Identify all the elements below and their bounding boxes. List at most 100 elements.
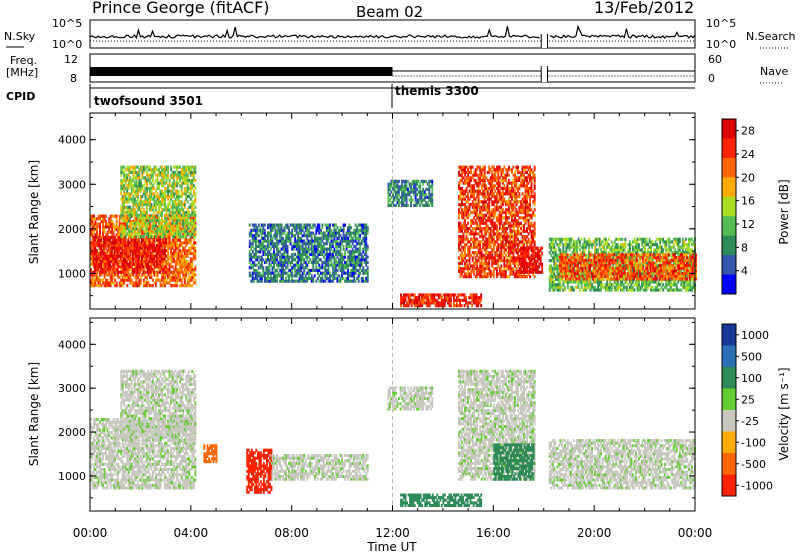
heatmap-cell <box>143 260 146 264</box>
heatmap-cell <box>164 238 166 242</box>
heatmap-cell <box>121 200 124 204</box>
heatmap-cell <box>176 246 179 250</box>
heatmap-cell <box>163 241 166 245</box>
heatmap-cell <box>268 239 271 243</box>
heatmap-cell <box>124 200 127 204</box>
heatmap-cell <box>464 203 466 207</box>
heatmap-cell <box>158 232 160 236</box>
heatmap-cell <box>164 278 166 282</box>
heatmap-cell <box>271 252 274 256</box>
heatmap-cell <box>173 178 176 182</box>
heatmap-cell <box>267 236 269 240</box>
heatmap-cell <box>134 238 137 242</box>
heatmap-cell <box>280 239 283 243</box>
heatmap-cell <box>113 244 116 248</box>
heatmap-cell <box>90 254 92 258</box>
heatmap-cell <box>165 241 167 245</box>
heatmap-cell <box>153 260 155 264</box>
heatmap-cell <box>91 233 94 237</box>
heatmap-cell <box>108 227 111 231</box>
heatmap-cell <box>467 237 469 241</box>
heatmap-cell <box>180 257 183 261</box>
heatmap-cell <box>473 192 476 196</box>
heatmap-cell <box>171 238 174 242</box>
heatmap-cell <box>470 170 472 174</box>
heatmap-cell <box>467 269 469 273</box>
heatmap-cell <box>165 238 167 242</box>
heatmap-cell <box>366 268 369 272</box>
heatmap-cell <box>94 257 96 261</box>
heatmap-cell <box>174 227 177 231</box>
heatmap-cell <box>132 260 135 264</box>
heatmap-cell <box>94 219 97 223</box>
heatmap-cell <box>171 227 174 231</box>
heatmap-cell <box>186 262 189 266</box>
nave-tick-top: 60 <box>708 53 722 66</box>
heatmap-cell <box>152 224 154 228</box>
heatmap-cell <box>144 219 147 223</box>
heatmap-cell <box>131 257 134 261</box>
heatmap-cell <box>104 246 107 250</box>
heatmap-cell <box>251 250 254 254</box>
heatmap-cell <box>141 235 144 239</box>
heatmap-cell <box>115 219 118 223</box>
heatmap-cell <box>112 262 115 266</box>
heatmap-cell <box>133 221 136 225</box>
heatmap-cell <box>127 249 130 253</box>
heatmap-cell <box>153 165 156 169</box>
heatmap-cell <box>194 197 197 201</box>
heatmap-cell <box>129 178 132 182</box>
heatmap-cell <box>164 229 166 233</box>
heatmap-cell <box>259 266 262 270</box>
heatmap-cell <box>136 176 139 180</box>
heatmap-cell <box>194 205 197 209</box>
heatmap-cell <box>115 222 118 226</box>
heatmap-cell <box>144 203 147 207</box>
heatmap-cell <box>167 260 169 264</box>
heatmap-cell <box>153 205 156 209</box>
heatmap-cell <box>132 178 135 182</box>
heatmap-cell <box>273 252 275 256</box>
heatmap-cell <box>189 238 192 242</box>
heatmap-cell <box>133 244 136 248</box>
heatmap-cell <box>136 229 139 233</box>
heatmap-cell <box>119 238 122 242</box>
heatmap-cell <box>157 246 160 250</box>
heatmap-cell <box>97 284 100 288</box>
heatmap-cell <box>277 274 280 278</box>
heatmap-cell <box>182 262 185 266</box>
heatmap-cell <box>162 260 165 264</box>
heatmap-cell <box>93 238 95 242</box>
heatmap-cell <box>171 244 174 248</box>
heatmap-cell <box>176 232 179 236</box>
heatmap-cell <box>476 261 479 265</box>
heatmap-cell <box>94 254 96 258</box>
heatmap-cell <box>146 165 148 169</box>
heatmap-cell <box>362 266 365 270</box>
heatmap-cell <box>267 252 269 256</box>
heatmap-cell <box>170 244 173 248</box>
heatmap-cell <box>256 228 259 232</box>
heatmap-cell <box>282 260 284 264</box>
heatmap-cell <box>94 241 97 245</box>
heatmap-cell <box>141 173 144 177</box>
heatmap-cell <box>188 278 191 282</box>
heatmap-cell <box>123 186 126 190</box>
heatmap-cell <box>124 195 127 199</box>
heatmap-cell <box>170 168 173 172</box>
heatmap-cell <box>136 213 139 217</box>
heatmap-cell <box>101 252 104 256</box>
heatmap-cell <box>96 276 98 280</box>
heatmap-cell <box>253 260 256 264</box>
heatmap-cell <box>130 211 133 215</box>
heatmap-cell <box>151 260 154 264</box>
heatmap-cell <box>156 270 159 274</box>
heatmap-cell <box>120 244 123 248</box>
heatmap-cell <box>341 260 343 264</box>
heatmap-cell <box>171 181 174 185</box>
heatmap-cell <box>301 228 304 232</box>
heatmap-cell <box>182 192 185 196</box>
heatmap-cell <box>153 268 155 272</box>
heatmap-cell <box>153 192 156 196</box>
heatmap-cell <box>124 229 127 233</box>
